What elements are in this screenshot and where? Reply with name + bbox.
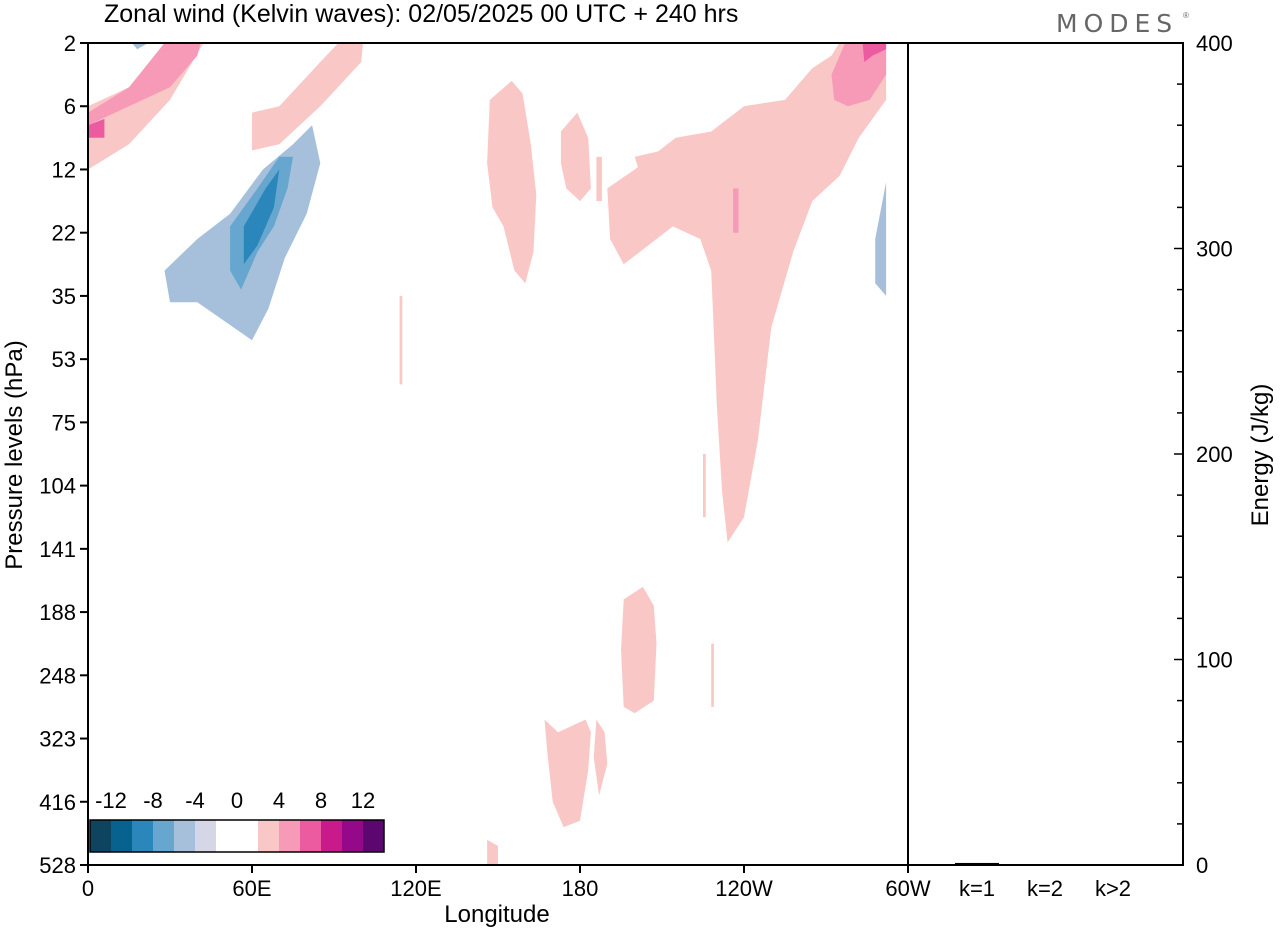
y-tick-label: 104 [39,474,76,499]
modes-logo: MODES [1056,9,1178,38]
contour-blue-lower-mid3 [170,390,192,461]
x-tick-label: 120W [715,876,773,901]
colorbar: -12 -8 -4 0 4 8 12 [88,785,386,855]
contour-lower-pink-7 [711,643,714,707]
contour-center-pink-2 [560,112,591,202]
y-tick-label: 416 [39,790,76,815]
colorbar-label: 12 [351,788,375,813]
colorbar-swatch [216,820,237,852]
y-tick-label: 75 [52,410,76,435]
colorbar-swatch [237,820,258,852]
colorbar-swatch [258,820,279,852]
colorbar-label: -4 [185,788,205,813]
colorbar-swatch [321,820,342,852]
x-tick-label: 180 [562,876,599,901]
contour-lower-strat-pink-deep [88,118,105,138]
energy-panel: 0 100 200 300 400 k=1 k=2 k>2 Energy (J/kg) [907,31,1274,901]
y-tick-label: 12 [52,157,76,182]
chart-title: Zonal wind (Kelvin waves): 02/05/2025 00… [104,0,738,28]
energy-axis: 0 100 200 300 400 [1174,31,1233,878]
contour-right-pink-mid [831,43,887,107]
contour-blue-lower-mid2 [142,409,157,480]
colorbar-label: 4 [273,788,285,813]
contour-strat-band-core [131,43,149,50]
colorbar-swatch [279,820,300,852]
colorbar-swatch [363,820,384,852]
energy-frame [907,42,1184,866]
contour-lower-pink-2 [703,454,706,518]
contour-lower-pink-1 [399,295,403,385]
x-tick-label: 60W [885,876,930,901]
contour-pink-streak-mid [252,43,363,151]
heatmap-panel: -12 -8 -4 0 4 8 12 0 60E 120E 180 120W 60W 2 6 12 22 35… [1,31,931,928]
contour-lower-strat-pink-mid [88,43,201,126]
energy-bar [955,862,999,865]
y-axis-label: Pressure levels (hPa) [1,340,28,569]
contour-pink-small-line [733,188,739,233]
energy-axis-label: Energy (J/kg) [1247,384,1274,527]
contour-blue-lower-mid [123,397,138,473]
y-tick-label: 35 [52,284,76,309]
energy-tick-label: 100 [1196,648,1233,673]
contour-right-pink-core [862,43,887,62]
contour-right-purple-outer [637,43,668,56]
y-tick-label: 323 [39,727,76,752]
contour-lower-pink-4 [593,719,608,796]
contour-strat-descending-band [88,43,97,69]
contour-right-lower-blue [875,182,887,296]
wavenumber-axis: k=1 k=2 k>2 [959,876,1131,901]
contour-lower-pink-6 [487,839,498,865]
contour-lower-purple-1 [836,770,843,828]
colorbar-label: -8 [143,788,163,813]
colorbar-swatch [342,820,363,852]
y-axis: 2 6 12 22 35 53 75 104 141 188 248 323 416 528 [39,31,88,878]
x-tick-label: 0 [82,876,94,901]
y-tick-label: 6 [64,94,76,119]
y-tick-label: 53 [52,347,76,372]
x-axis-label: Longitude [444,901,549,928]
y-tick-label: 141 [39,537,76,562]
colorbar-swatch [300,820,321,852]
heatmap-contours [88,43,887,865]
colorbar-border [89,819,385,853]
colorbar-swatch [153,820,174,852]
contour-center-pink-3 [596,156,602,202]
energy-tick-label: 0 [1196,853,1208,878]
energy-bars [955,862,999,865]
contour-right-lower-purple [842,131,887,391]
colorbar-label: 0 [231,788,243,813]
x-tick-label: 60E [232,876,271,901]
wavenumber-label: k>2 [1095,876,1131,901]
y-tick-label: 22 [52,221,76,246]
colorbar-label: -12 [95,788,127,813]
colorbar-swatch [132,820,153,852]
energy-tick-label: 400 [1196,31,1233,56]
x-tick-label: 120E [390,876,441,901]
y-tick-label: 188 [39,600,76,625]
colorbar-swatch [90,820,111,852]
colorbar-label: 8 [315,788,327,813]
contour-center-pink-1 [487,80,537,284]
contour-center-pink-4 [634,150,695,208]
y-tick-label: 528 [39,853,76,878]
contour-lower-purple-2 [713,763,717,865]
contour-kw-descending-blue-deep [243,169,280,265]
contour-lower-pink-5 [621,586,657,714]
wavenumber-label: k=2 [1027,876,1063,901]
energy-tick-label: 300 [1196,237,1233,262]
y-tick-label: 2 [64,31,76,56]
colorbar-swatch [111,820,132,852]
colorbar-swatch [174,820,195,852]
contour-blue-lower-left [88,258,105,454]
x-axis: 0 60E 120E 180 120W 60W [82,865,931,901]
energy-tick-label: 200 [1196,442,1233,467]
y-tick-label: 248 [39,663,76,688]
logo-mark: ® [1183,11,1189,20]
colorbar-swatch [195,820,216,852]
contour-lower-pink-3 [544,719,591,828]
wavenumber-label: k=1 [959,876,995,901]
